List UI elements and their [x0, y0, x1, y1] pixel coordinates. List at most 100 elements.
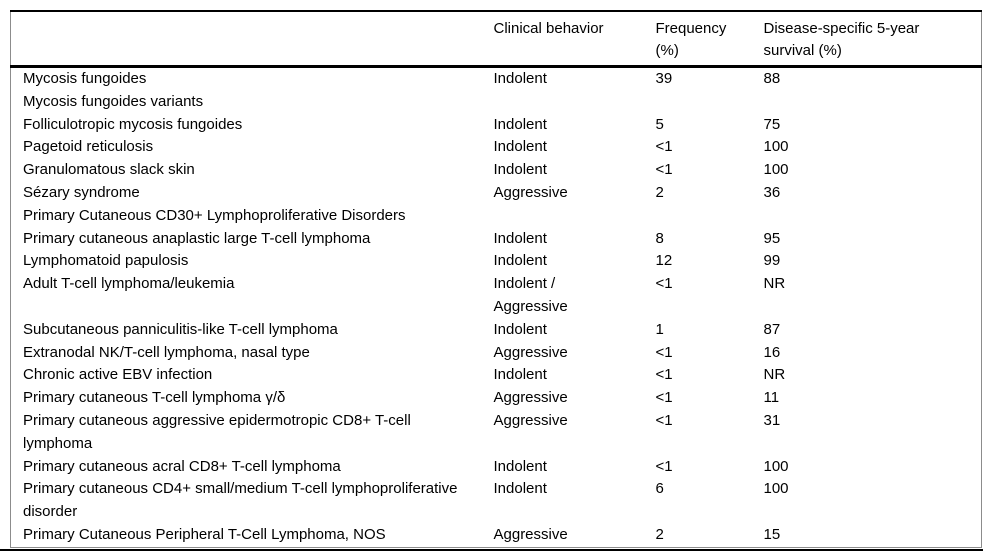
table-row: Subcutaneous panniculitis-like T-cell ly… [11, 319, 982, 342]
table-row: Primary cutaneous T-cell lymphoma γ/δ Ag… [11, 387, 982, 410]
cell-disease-name: Sézary syndrome [23, 183, 140, 201]
cell-clinical-behavior: Indolent [493, 229, 547, 247]
column-header-frequency: Frequency (%) [656, 11, 764, 67]
lymphoma-classification-table: Clinical behavior Frequency (%) Disease-… [10, 10, 982, 548]
cell-disease-name: Primary cutaneous CD4+ small/medium T-ce… [23, 480, 458, 521]
cell-frequency: 2 [655, 183, 664, 201]
cell-disease-name: Pagetoid reticulosis [23, 138, 154, 156]
table-header: Clinical behavior Frequency (%) Disease-… [10, 11, 982, 67]
table-row: Mycosis fungoides Indolent 39 88 [11, 67, 982, 91]
cell-clinical-behavior: Aggressive [493, 411, 568, 429]
table-row: Sézary syndrome Aggressive 2 36 [11, 182, 982, 205]
cell-disease-name: Primary cutaneous acral CD8+ T-cell lymp… [23, 457, 341, 475]
cell-clinical-behavior: Indolent [493, 138, 547, 156]
table-body: Mycosis fungoides Indolent 39 88 Mycosis… [11, 67, 982, 548]
cell-survival: 16 [763, 343, 781, 361]
cell-frequency: 39 [655, 70, 673, 87]
column-header-clinical-behavior: Clinical behavior [493, 20, 604, 37]
table-row: Pagetoid reticulosis Indolent <1 100 [11, 136, 982, 159]
cell-frequency: 5 [655, 115, 664, 133]
table-row: Extranodal NK/T-cell lymphoma, nasal typ… [11, 342, 982, 365]
cell-survival: NR [763, 366, 786, 384]
cell-frequency: 8 [655, 229, 664, 247]
cell-clinical-behavior: Indolent [493, 252, 547, 270]
cell-frequency: <1 [655, 366, 673, 384]
cell-disease-name: Chronic active EBV infection [23, 366, 213, 384]
cell-disease-name: Subcutaneous panniculitis-like T-cell ly… [23, 320, 338, 338]
cell-clinical-behavior: Aggressive [493, 183, 568, 201]
cell-disease-name: Extranodal NK/T-cell lymphoma, nasal typ… [23, 343, 310, 361]
cell-clinical-behavior: Indolent [493, 161, 547, 179]
table-row: Adult T-cell lymphoma/leukemia Indolent … [11, 273, 982, 319]
cell-disease-name: Primary Cutaneous Peripheral T-Cell Lymp… [23, 525, 386, 543]
cell-frequency: 1 [655, 320, 664, 338]
table-row: Primary cutaneous CD4+ small/medium T-ce… [11, 478, 982, 524]
cell-survival: 95 [763, 229, 781, 247]
table-row: Primary cutaneous acral CD8+ T-cell lymp… [11, 456, 982, 479]
column-header-survival: Disease-specific 5-year survival (%) [764, 11, 982, 67]
cell-frequency [656, 205, 764, 228]
cell-frequency [656, 91, 764, 114]
table-row: Lymphomatoid papulosis Indolent 12 99 [11, 250, 982, 273]
bottom-rule [0, 549, 983, 551]
cell-clinical-behavior: Indolent / Aggressive [493, 275, 568, 315]
cell-disease-name: Primary cutaneous aggressive epidermotro… [23, 411, 411, 452]
cell-survival: 100 [763, 161, 789, 179]
table-row: Primary Cutaneous Peripheral T-Cell Lymp… [11, 524, 982, 547]
cell-frequency: <1 [655, 457, 673, 475]
cell-survival: NR [763, 275, 786, 293]
cell-clinical-behavior: Indolent [493, 70, 547, 87]
table-row: Chronic active EBV infection Indolent <1… [11, 364, 982, 387]
cell-frequency: 12 [655, 252, 673, 270]
cell-disease-name: Granulomatous slack skin [23, 161, 195, 179]
cell-survival: 100 [763, 457, 789, 475]
cell-clinical-behavior [494, 205, 656, 228]
cell-survival: 87 [763, 320, 781, 338]
cell-clinical-behavior: Indolent [493, 320, 547, 338]
cell-survival: 100 [763, 480, 789, 498]
cell-frequency: 6 [655, 480, 664, 498]
cell-survival: 99 [763, 252, 781, 270]
cell-survival [764, 205, 982, 228]
cell-disease-name: Folliculotropic mycosis fungoides [23, 115, 243, 133]
cell-frequency: <1 [655, 138, 673, 156]
cell-survival: 11 [763, 389, 780, 407]
column-header-frequency-line1: Frequency [655, 20, 727, 37]
table-row: Primary cutaneous anaplastic large T-cel… [11, 228, 982, 251]
cell-survival: 100 [763, 138, 789, 156]
cell-clinical-behavior: Indolent [493, 480, 547, 498]
table-row: Folliculotropic mycosis fungoides Indole… [11, 114, 982, 137]
cell-frequency: <1 [655, 161, 673, 179]
table-row: Mycosis fungoides variants [11, 91, 982, 114]
cell-disease-name: Primary cutaneous anaplastic large T-cel… [23, 229, 371, 247]
cell-clinical-behavior: Indolent [493, 457, 547, 475]
cell-clinical-behavior: Aggressive [493, 525, 568, 543]
cell-survival: 88 [763, 70, 781, 87]
cell-survival: 15 [763, 525, 781, 543]
lymphoma-classification-table-wrap: Clinical behavior Frequency (%) Disease-… [10, 10, 982, 548]
cell-clinical-behavior: Aggressive [493, 343, 568, 361]
table-row: Granulomatous slack skin Indolent <1 100 [11, 159, 982, 182]
cell-clinical-behavior [494, 91, 656, 114]
cell-disease-name: Lymphomatoid papulosis [23, 252, 189, 270]
cell-survival [764, 91, 982, 114]
cell-disease-name: Primary cutaneous T-cell lymphoma γ/δ [23, 389, 286, 407]
header-row: Clinical behavior Frequency (%) Disease-… [10, 11, 982, 67]
cell-frequency: <1 [655, 275, 673, 293]
cell-disease-name: Adult T-cell lymphoma/leukemia [23, 275, 235, 293]
cell-clinical-behavior: Indolent [493, 366, 547, 384]
table-row: Primary Cutaneous CD30+ Lymphoproliferat… [11, 205, 982, 228]
cell-survival: 36 [763, 183, 781, 201]
column-header-name [11, 11, 494, 67]
cell-disease-name: Primary Cutaneous CD30+ Lymphoproliferat… [23, 206, 406, 224]
cell-frequency: <1 [655, 389, 673, 407]
cell-clinical-behavior: Aggressive [493, 389, 568, 407]
cell-survival: 31 [763, 411, 781, 429]
cell-survival: 75 [763, 115, 781, 133]
cell-frequency: 2 [655, 525, 664, 543]
cell-disease-name: Mycosis fungoides [23, 70, 147, 87]
table-row: Primary cutaneous aggressive epidermotro… [11, 410, 982, 456]
column-header-frequency-line2: (%) [655, 42, 679, 59]
cell-frequency: <1 [655, 343, 673, 361]
cell-disease-name: Mycosis fungoides variants [23, 92, 204, 110]
